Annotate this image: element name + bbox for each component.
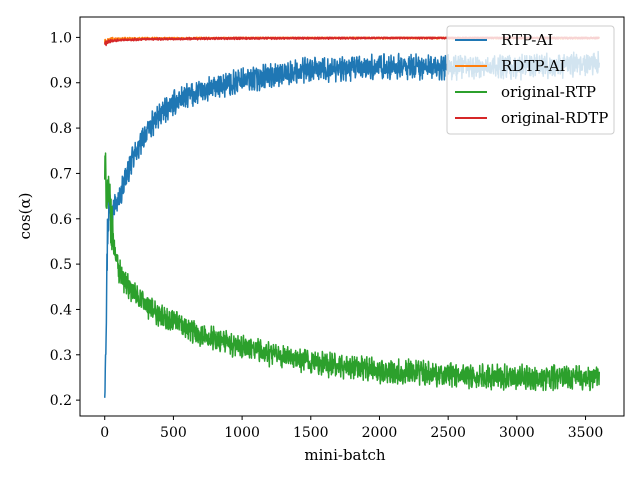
y-tick-label: 0.2 [50,393,72,409]
legend-label: RTP-AI [501,31,553,49]
series-line-original-rtp [103,152,601,392]
ticks-layer: 0 500 1000 1500 2000 2500 3000 3500 0.2 0.3 0.4 0.5… [50,30,604,441]
legend-label: RDTP-AI [501,57,565,75]
y-tick-label: 0.4 [50,302,72,318]
legend-label: original-RTP [501,83,596,101]
y-tick-label: 0.5 [50,257,72,273]
x-tick-label: 0 [100,425,109,441]
y-tick-label: 1.0 [50,30,72,46]
x-tick-label: 500 [160,425,187,441]
y-tick-label: 0.8 [50,121,72,137]
y-tick-label: 0.3 [50,348,72,364]
y-tick-label: 0.6 [50,212,72,228]
x-axis-label: mini-batch [304,446,386,464]
plot-frame [79,16,625,417]
legend-label: original-RDTP [501,109,608,127]
x-tick-label: 1000 [224,425,260,441]
legend-box [446,25,615,135]
y-tick-label: 0.7 [50,166,72,182]
x-tick-label: 2000 [362,425,398,441]
y-tick-label: 0.9 [50,76,72,92]
x-tick-label: 1500 [293,425,329,441]
x-tick-label: 2500 [430,425,466,441]
legend: RTP-AI RDTP-AI original-RTP original-RDTP [446,25,615,135]
x-tick-label: 3000 [499,425,535,441]
y-axis-label: cos(α) [16,193,34,240]
x-tick-label: 3500 [568,425,604,441]
